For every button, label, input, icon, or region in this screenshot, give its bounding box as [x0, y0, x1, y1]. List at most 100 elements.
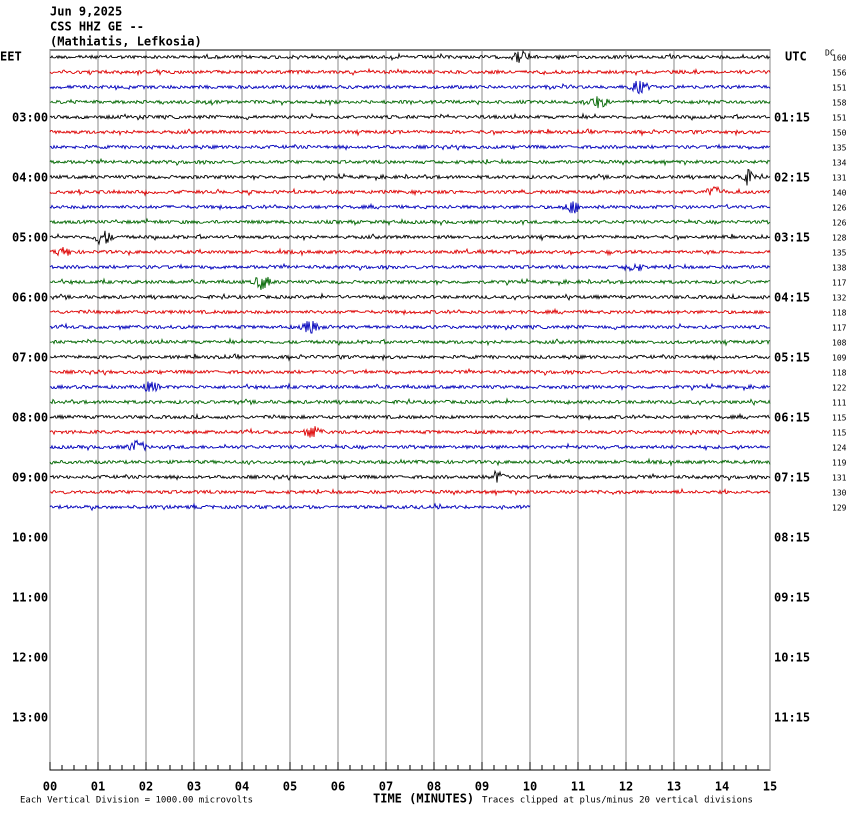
trace: [49, 128, 771, 137]
trace: [49, 292, 771, 302]
dc-value: 151: [832, 84, 847, 93]
left-time-label: 08:00: [12, 411, 48, 425]
trace: [49, 337, 771, 347]
dc-value: 115: [832, 429, 847, 438]
dc-value: 151: [832, 114, 847, 123]
dc-value: 122: [832, 384, 847, 393]
right-time-label: 10:15: [774, 651, 810, 665]
trace: [49, 469, 771, 483]
trace: [49, 185, 771, 197]
dc-value: 160: [832, 54, 847, 63]
right-time-label: 02:15: [774, 171, 810, 185]
right-axis-title: UTC: [785, 50, 807, 64]
dc-value: 132: [832, 294, 847, 303]
trace: [49, 230, 771, 246]
trace: [49, 412, 771, 421]
trace: [49, 262, 771, 272]
x-tick-label: 00: [43, 780, 57, 794]
dc-value: 158: [832, 99, 847, 108]
x-tick-label: 05: [283, 780, 297, 794]
left-time-label: 04:00: [12, 171, 48, 185]
x-tick-label: 09: [475, 780, 489, 794]
dc-value: 117: [832, 279, 847, 288]
trace: [50, 353, 771, 362]
dc-value: 131: [832, 174, 847, 183]
right-time-label: 07:15: [774, 471, 810, 485]
scale-note: Each Vertical Division = 1000.00 microvo…: [20, 796, 253, 806]
trace: [49, 217, 771, 227]
trace: [49, 143, 771, 151]
x-tick-label: 06: [331, 780, 345, 794]
x-tick-label: 01: [91, 780, 105, 794]
trace: [49, 502, 531, 512]
trace: [49, 112, 770, 121]
right-time-label: 01:15: [774, 111, 810, 125]
right-time-label: 09:15: [774, 591, 810, 605]
x-tick-label: 08: [427, 780, 441, 794]
date: Jun 9,2025: [50, 5, 122, 19]
right-time-label: 08:15: [774, 531, 810, 545]
dc-value: 131: [832, 474, 847, 483]
left-time-label: 12:00: [12, 651, 48, 665]
left-time-label: 11:00: [12, 591, 48, 605]
trace: [49, 457, 771, 467]
trace: [49, 67, 771, 77]
x-tick-label: 04: [235, 780, 249, 794]
right-time-label: 06:15: [774, 411, 810, 425]
x-tick-label: 02: [139, 780, 153, 794]
station: CSS HHZ GE --: [50, 20, 144, 34]
dc-value: 156: [832, 69, 847, 78]
dc-value: 117: [832, 324, 847, 333]
x-tick-label: 14: [715, 780, 729, 794]
trace: [49, 276, 771, 290]
x-axis-title: TIME (MINUTES): [373, 792, 474, 806]
x-tick-label: 15: [763, 780, 777, 794]
trace: [49, 49, 771, 63]
dc-title: DC: [825, 49, 835, 58]
dc-value: 130: [832, 489, 847, 498]
right-time-label: 05:15: [774, 351, 810, 365]
right-time-label: 11:15: [774, 711, 810, 725]
trace: [49, 321, 771, 334]
dc-value: 124: [832, 444, 847, 453]
dc-value: 129: [832, 504, 847, 513]
left-time-label: 10:00: [12, 531, 48, 545]
dc-value: 126: [832, 204, 847, 213]
trace: [49, 157, 771, 167]
dc-value: 134: [832, 159, 847, 168]
right-time-label: 04:15: [774, 291, 810, 305]
trace: [49, 168, 771, 186]
dc-value: 138: [832, 264, 847, 273]
dc-value: 119: [832, 459, 847, 468]
trace: [49, 381, 771, 393]
trace: [49, 80, 771, 95]
dc-value: 126: [832, 219, 847, 228]
dc-value: 109: [832, 354, 847, 363]
trace: [49, 247, 771, 257]
trace: [49, 439, 771, 452]
x-tick-label: 07: [379, 780, 393, 794]
dc-value: 111: [832, 399, 847, 408]
x-tick-label: 03: [187, 780, 201, 794]
dc-value: 115: [832, 414, 847, 423]
clip-note: Traces clipped at plus/minus 20 vertical…: [482, 796, 753, 806]
dc-value: 135: [832, 144, 847, 153]
dc-value: 108: [832, 339, 847, 348]
dc-value: 140: [832, 189, 847, 198]
dc-value: 128: [832, 234, 847, 243]
x-tick-label: 12: [619, 780, 633, 794]
location: (Mathiatis, Lefkosia): [50, 35, 202, 49]
left-axis-title: EET: [0, 50, 22, 64]
trace: [49, 487, 771, 497]
trace: [49, 307, 771, 316]
dc-value: 135: [832, 249, 847, 258]
left-time-label: 09:00: [12, 471, 48, 485]
left-time-label: 07:00: [12, 351, 48, 365]
x-tick-label: 10: [523, 780, 537, 794]
trace: [49, 96, 771, 109]
dc-value: 150: [832, 129, 847, 138]
dc-value: 118: [832, 369, 847, 378]
x-tick-label: 13: [667, 780, 681, 794]
x-tick-label: 11: [571, 780, 585, 794]
